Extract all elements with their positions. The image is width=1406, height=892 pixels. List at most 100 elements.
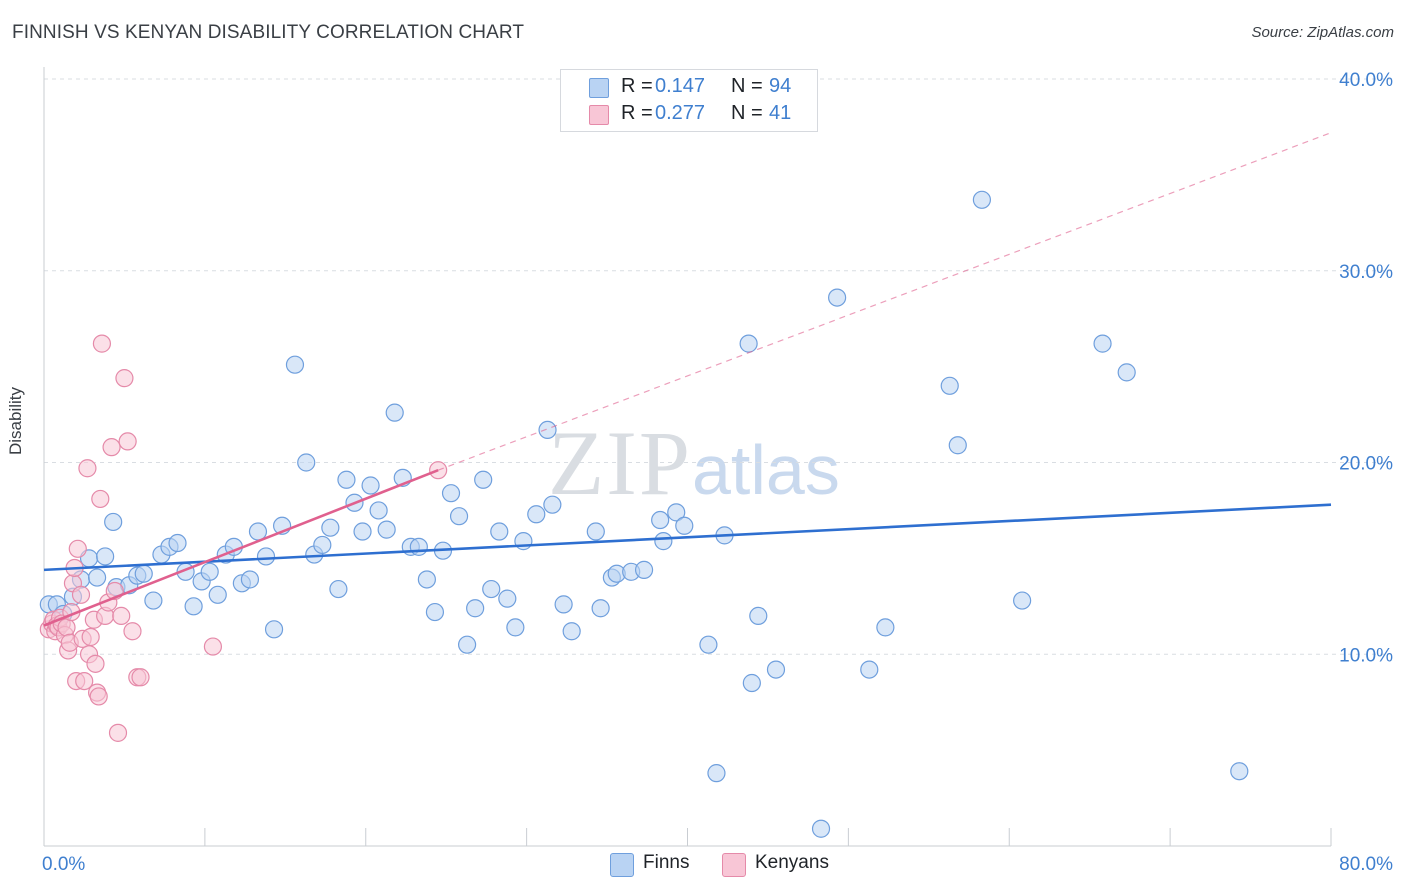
grid-layer <box>44 78 1394 655</box>
finns-point <box>699 635 718 654</box>
finns-point <box>654 532 673 551</box>
finns-point <box>1117 363 1136 382</box>
kenyans-trend-extension <box>437 132 1332 471</box>
finns-legend-swatch <box>610 853 634 877</box>
r-label: R = <box>621 75 653 97</box>
finns-point <box>828 288 847 307</box>
y-tick-label: 10.0% <box>1339 645 1393 666</box>
kenyans-point <box>57 618 76 637</box>
n-value: 41 <box>769 102 792 124</box>
n-label: N = <box>731 102 763 124</box>
finns-point <box>208 585 227 604</box>
finns-point <box>353 522 372 541</box>
stats-legend-box: R = 0.147 N = 94 R = 0.277 N = 41 <box>560 69 818 132</box>
finns-point <box>538 420 557 440</box>
finns-point <box>425 602 445 622</box>
finns-point <box>458 635 477 654</box>
finns-point <box>87 568 107 587</box>
finns-point <box>707 764 726 783</box>
watermark-atlas: atlas <box>692 431 840 509</box>
finns-point <box>667 503 686 522</box>
finns-point <box>466 599 485 618</box>
finns-point <box>184 597 203 616</box>
finns-point <box>1093 334 1112 353</box>
y-tick-label: 30.0% <box>1339 262 1393 283</box>
tick-layer: 10.0% 20.0% 30.0% 40.0% 0.0% 80.0% <box>42 70 1393 875</box>
finns-point <box>972 190 992 209</box>
finns-point <box>369 501 388 520</box>
n-value: 94 <box>769 75 792 97</box>
kenyans-point <box>108 723 128 742</box>
watermark-zip: ZIP <box>548 412 692 514</box>
kenyans-point <box>91 489 110 509</box>
kenyans-point <box>89 687 108 706</box>
finns-point <box>651 510 670 530</box>
finns-point <box>329 579 348 599</box>
finns-point <box>337 470 356 489</box>
kenyans-point <box>115 369 134 388</box>
finns-point <box>96 547 115 566</box>
finns-point <box>297 453 316 472</box>
finns-point <box>562 622 581 641</box>
kenyans-point <box>71 585 91 604</box>
finns-point <box>385 403 404 422</box>
finns-point <box>377 520 396 539</box>
kenyans-point <box>203 637 223 656</box>
finns-point <box>766 660 786 679</box>
r-label: R = <box>621 102 653 124</box>
chart-title: FINNISH VS KENYAN DISABILITY CORRELATION… <box>12 22 525 43</box>
kenyans-point <box>78 459 97 478</box>
finns-point <box>554 595 573 614</box>
finns-point <box>811 819 831 838</box>
finns-trend-line <box>43 503 1332 572</box>
kenyans-swatch <box>589 105 609 125</box>
finns-point <box>506 618 525 637</box>
finns-point <box>586 522 605 541</box>
y-tick-label: 20.0% <box>1339 454 1393 475</box>
kenyans-point <box>75 671 94 691</box>
finns-point <box>482 579 501 599</box>
finns-point <box>490 522 509 541</box>
finns-point <box>240 570 260 589</box>
finns-point <box>417 570 436 589</box>
kenyans-point <box>86 654 105 673</box>
finns-point <box>134 564 153 583</box>
r-value: 0.277 <box>655 102 706 124</box>
points-layer <box>39 190 1249 838</box>
watermark: ZIPatlas <box>548 410 840 516</box>
x-tick-label: 80.0% <box>1339 854 1393 875</box>
kenyans-legend-swatch <box>722 853 746 877</box>
finns-point <box>948 436 967 455</box>
legend-label-finns: Finns <box>643 852 690 873</box>
n-label: N = <box>731 75 763 97</box>
finns-point <box>441 484 461 503</box>
y-tick-label: 40.0% <box>1339 70 1393 91</box>
finns-point <box>321 518 340 537</box>
finns-point <box>474 470 493 489</box>
finns-point <box>409 537 428 556</box>
finns-point <box>591 599 610 618</box>
legend-label-kenyans: Kenyans <box>755 852 829 873</box>
finns-point <box>634 560 654 579</box>
trend-layer <box>43 132 1332 627</box>
kenyans-point <box>118 432 137 451</box>
finns-point <box>313 535 332 555</box>
finns-point <box>200 562 219 581</box>
kenyans-trend-line <box>43 468 439 627</box>
finns-point <box>285 355 305 374</box>
kenyans-point <box>92 334 112 353</box>
finns-point <box>449 507 469 526</box>
finns-point <box>860 660 879 679</box>
finns-point <box>739 334 758 353</box>
kenyans-point <box>131 668 150 687</box>
finns-point <box>144 591 163 610</box>
finns-point <box>264 620 284 639</box>
finns-point <box>675 516 694 535</box>
finns-point <box>742 673 761 693</box>
axis-layer <box>43 67 1332 847</box>
kenyans-point <box>123 622 142 641</box>
finns-point <box>168 533 187 553</box>
finns-point <box>498 589 517 608</box>
source-label: Source: ZipAtlas.com <box>1251 24 1394 41</box>
